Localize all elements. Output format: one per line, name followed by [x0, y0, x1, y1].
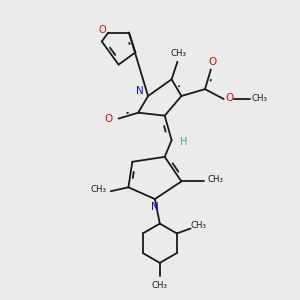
Text: CH₃: CH₃	[152, 281, 168, 290]
Text: CH₃: CH₃	[170, 49, 187, 58]
Text: N: N	[136, 86, 144, 96]
Text: CH₃: CH₃	[252, 94, 268, 103]
Text: CH₃: CH₃	[208, 175, 224, 184]
Text: O: O	[98, 25, 106, 35]
Text: CH₃: CH₃	[190, 221, 206, 230]
Text: H: H	[180, 137, 187, 147]
Text: N: N	[151, 202, 159, 212]
Text: O: O	[225, 93, 234, 103]
Text: CH₃: CH₃	[91, 185, 107, 194]
Text: O: O	[209, 57, 217, 67]
Text: O: O	[105, 114, 113, 124]
